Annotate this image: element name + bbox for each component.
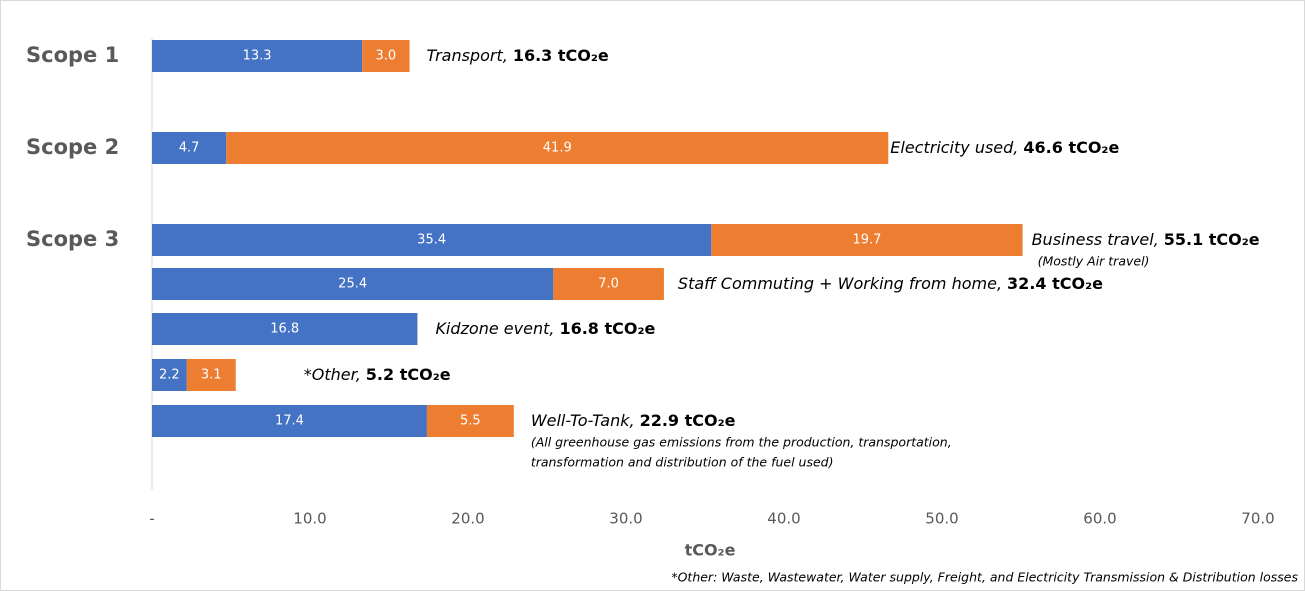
x-tick-label: 10.0	[293, 510, 326, 528]
annotation: Transport, 16.3 tCO₂e	[427, 46, 609, 65]
x-tick-label: 30.0	[609, 510, 642, 528]
bar-segment	[152, 313, 418, 345]
annotation-name: Electricity used,	[890, 138, 1018, 157]
x-axis-label: tCO₂e	[685, 541, 736, 560]
annotation-note: transformation and distribution of the f…	[531, 455, 834, 470]
annotation-name: Staff Commuting + Working from home,	[678, 274, 1002, 293]
annotation: Electricity used, 46.6 tCO₂e	[890, 138, 1119, 157]
bar-segment	[711, 224, 1023, 256]
bar-segment	[426, 405, 514, 437]
x-tick-label: 70.0	[1241, 510, 1274, 528]
x-tick-label: -	[149, 510, 154, 528]
annotation-total: 55.1 tCO₂e	[1164, 230, 1260, 249]
data-label: 16.8	[270, 322, 299, 337]
data-label: 13.3	[243, 49, 272, 64]
annotation: Staff Commuting + Working from home, 32.4…	[678, 274, 1103, 293]
annotation-total: 16.3 tCO₂e	[513, 46, 609, 65]
x-tick-label: 40.0	[767, 510, 800, 528]
data-label: 25.4	[338, 277, 367, 292]
data-label: 5.5	[460, 414, 481, 429]
bar-segment	[152, 268, 554, 300]
annotation-total: 46.6 tCO₂e	[1023, 138, 1119, 157]
annotation-total: 16.8 tCO₂e	[559, 319, 655, 338]
bar-segment	[152, 224, 712, 256]
bar-segment	[152, 405, 427, 437]
annotation-total: 5.2 tCO₂e	[366, 365, 451, 384]
data-label: 35.4	[417, 233, 446, 248]
x-tick-label: 20.0	[451, 510, 484, 528]
category-label: Scope 2	[26, 135, 119, 159]
category-label: Scope 1	[26, 43, 119, 67]
bar-segment	[226, 132, 889, 164]
x-tick-label: 60.0	[1083, 510, 1116, 528]
bar-segment	[186, 359, 236, 391]
data-label: 41.9	[543, 141, 572, 156]
annotation: *Other, 5.2 tCO₂e	[304, 365, 451, 384]
bar-segment	[152, 40, 363, 72]
annotation-name: Business travel,	[1032, 230, 1159, 249]
data-label: 19.7	[852, 233, 881, 248]
annotation-name: Transport,	[427, 46, 508, 65]
data-label: 2.2	[159, 368, 180, 383]
annotation: Kidzone event, 16.8 tCO₂e	[435, 319, 655, 338]
annotation-note: (Mostly Air travel)	[1038, 254, 1150, 269]
annotation-name: Well-To-Tank,	[531, 411, 635, 430]
bar-segment	[152, 132, 227, 164]
annotation-note: (All greenhouse gas emissions from the p…	[531, 435, 952, 450]
category-label: Scope 3	[26, 227, 119, 251]
data-label: 4.7	[179, 141, 200, 156]
bar-segment	[152, 359, 187, 391]
bar-segment	[553, 268, 664, 300]
annotation: Well-To-Tank, 22.9 tCO₂e	[531, 411, 736, 430]
data-label: 7.0	[598, 277, 619, 292]
annotation: Business travel, 55.1 tCO₂e	[1032, 230, 1260, 249]
annotation-name: *Other,	[304, 365, 361, 384]
data-label: 3.0	[375, 49, 396, 64]
data-label: 3.1	[201, 368, 222, 383]
annotation-total: 22.9 tCO₂e	[640, 411, 736, 430]
data-label: 17.4	[275, 414, 304, 429]
bar-segment	[362, 40, 410, 72]
annotation-total: 32.4 tCO₂e	[1007, 274, 1103, 293]
x-tick-label: 50.0	[925, 510, 958, 528]
footnote: *Other: Waste, Wastewater, Water supply,…	[671, 570, 1298, 585]
annotation-name: Kidzone event,	[435, 319, 554, 338]
